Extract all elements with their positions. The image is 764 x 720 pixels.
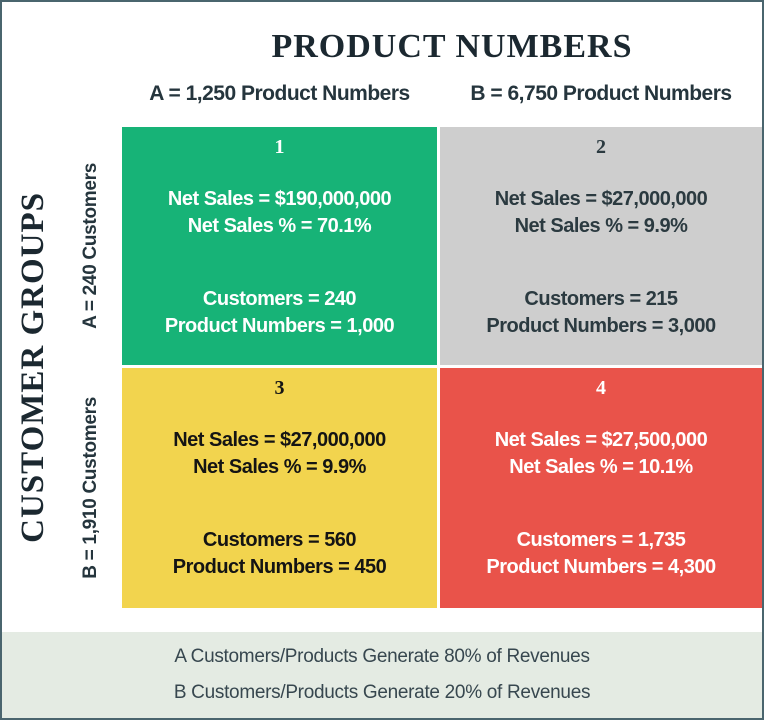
quadrant-3-number: 3 — [274, 377, 285, 399]
quadrant-2-counts: Customers = 215 Product Numbers = 3,000 — [486, 286, 716, 340]
left-axis-title-wrap: CUSTOMER GROUPS — [6, 127, 60, 608]
quadrant-4-sales: Net Sales = $27,500,000 Net Sales % = 10… — [495, 427, 708, 481]
quadrant-1-number: 1 — [274, 136, 285, 158]
quadrant-4-number: 4 — [596, 377, 606, 399]
row-label-b-wrap: B = 1,910 Customers — [68, 368, 114, 608]
quadrant-3: 3 Net Sales = $27,000,000 Net Sales % = … — [122, 368, 437, 608]
quadrant-3-net-sales: Net Sales = $27,000,000 — [173, 429, 386, 451]
quadrant-2-net-sales-pct: Net Sales % = 9.9% — [514, 215, 688, 237]
quadrant-3-product-numbers: Product Numbers = 450 — [172, 556, 387, 578]
row-label-b: B = 1,910 Customers — [80, 397, 101, 579]
quadrant-1-customers: Customers = 240 — [202, 288, 357, 310]
quadrant-2-net-sales: Net Sales = $27,000,000 — [494, 188, 708, 210]
quadrant-4-net-sales: Net Sales = $27,500,000 — [494, 429, 708, 451]
footer-summary: A Customers/Products Generate 80% of Rev… — [2, 632, 762, 718]
quadrant-4-product-numbers: Product Numbers = 4,300 — [486, 556, 716, 578]
quadrant-2-product-numbers: Product Numbers = 3,000 — [486, 315, 716, 337]
quadrant-1-product-numbers: Product Numbers = 1,000 — [164, 315, 395, 337]
quadrant-4-counts: Customers = 1,735 Product Numbers = 4,30… — [486, 527, 716, 581]
left-axis-title: CUSTOMER GROUPS — [14, 192, 51, 543]
row-label-a-wrap: A = 240 Customers — [68, 127, 114, 365]
page-title: PRODUCT NUMBERS — [271, 28, 633, 65]
column-header-a: A = 1,250 Product Numbers — [149, 82, 410, 105]
footer-line-b: B Customers/Products Generate 20% of Rev… — [173, 682, 591, 703]
column-header-b: B = 6,750 Product Numbers — [470, 82, 732, 105]
quadrant-1: 1 Net Sales = $190,000,000 Net Sales % =… — [122, 127, 437, 365]
quadrant-4-customers: Customers = 1,735 — [516, 529, 686, 551]
quadrant-1-net-sales-pct: Net Sales % = 70.1% — [187, 215, 372, 237]
quadrant-2-customers: Customers = 215 — [524, 288, 678, 310]
quadrant-1-net-sales: Net Sales = $190,000,000 — [167, 188, 392, 210]
quadrant-1-sales: Net Sales = $190,000,000 Net Sales % = 7… — [167, 186, 392, 240]
quadrant-1-counts: Customers = 240 Product Numbers = 1,000 — [164, 286, 395, 340]
quadrant-3-counts: Customers = 560 Product Numbers = 450 — [172, 527, 387, 581]
quadrant-2-number: 2 — [596, 136, 606, 158]
quadrant-3-sales: Net Sales = $27,000,000 Net Sales % = 9.… — [173, 427, 386, 481]
footer-line-a: A Customers/Products Generate 80% of Rev… — [174, 646, 590, 667]
quadrant-3-net-sales-pct: Net Sales % = 9.9% — [193, 456, 366, 478]
quadrant-4: 4 Net Sales = $27,500,000 Net Sales % = … — [440, 368, 762, 608]
quadrant-2: 2 Net Sales = $27,000,000 Net Sales % = … — [440, 127, 762, 365]
quadrant-2-sales: Net Sales = $27,000,000 Net Sales % = 9.… — [495, 186, 708, 240]
quadrant-3-customers: Customers = 560 — [202, 529, 357, 551]
quadrant-4-net-sales-pct: Net Sales % = 10.1% — [509, 456, 693, 478]
row-label-a: A = 240 Customers — [80, 163, 101, 329]
